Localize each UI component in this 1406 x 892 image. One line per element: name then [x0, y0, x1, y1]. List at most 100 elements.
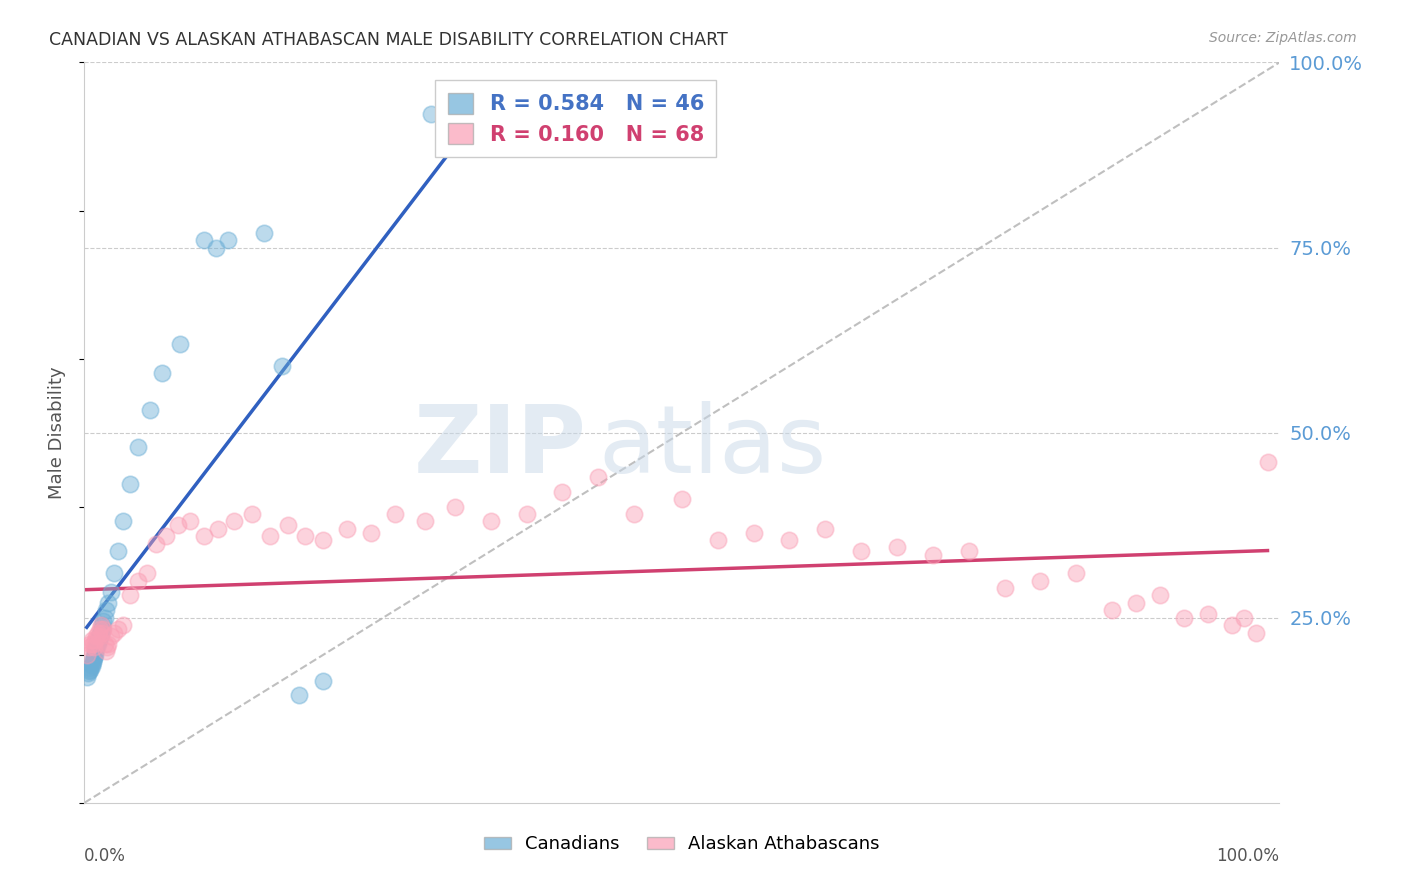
Point — [145, 536, 167, 550]
Point — [80, 632, 103, 647]
Point — [420, 107, 443, 121]
Point — [97, 596, 120, 610]
Point — [312, 673, 335, 688]
Point — [86, 629, 108, 643]
Point — [87, 632, 110, 646]
Point — [103, 625, 125, 640]
Point — [336, 522, 359, 536]
Point — [76, 648, 98, 662]
Point — [118, 477, 141, 491]
Point — [91, 622, 114, 636]
Point — [93, 610, 115, 624]
Point — [79, 661, 101, 675]
Point — [444, 500, 467, 514]
Point — [107, 622, 129, 636]
Point — [1101, 603, 1123, 617]
Point — [205, 240, 228, 255]
Point — [1233, 610, 1256, 624]
Point — [623, 507, 645, 521]
Point — [127, 574, 149, 588]
Point — [294, 529, 316, 543]
Point — [86, 640, 108, 655]
Point — [107, 544, 129, 558]
Point — [207, 522, 229, 536]
Point — [77, 664, 100, 678]
Point — [479, 515, 502, 529]
Point — [83, 651, 105, 665]
Point — [77, 666, 100, 681]
Point — [240, 507, 263, 521]
Point — [135, 566, 157, 581]
Point — [84, 644, 107, 658]
Point — [1220, 618, 1243, 632]
Point — [222, 515, 245, 529]
Point — [93, 615, 115, 629]
Point — [1149, 589, 1171, 603]
Point — [413, 515, 436, 529]
Point — [84, 632, 107, 647]
Point — [83, 640, 105, 655]
Point — [82, 637, 104, 651]
Point — [82, 655, 104, 669]
Point — [79, 637, 101, 651]
Point — [288, 689, 311, 703]
Text: 0.0%: 0.0% — [84, 847, 127, 865]
Text: Source: ZipAtlas.com: Source: ZipAtlas.com — [1209, 31, 1357, 45]
Point — [103, 566, 125, 581]
Point — [166, 518, 188, 533]
Point — [87, 629, 110, 643]
Point — [1257, 455, 1279, 469]
Point — [193, 529, 215, 543]
Point — [127, 441, 149, 455]
Point — [277, 518, 299, 533]
Point — [111, 515, 134, 529]
Point — [80, 658, 103, 673]
Point — [1029, 574, 1052, 588]
Point — [80, 657, 103, 671]
Point — [89, 622, 111, 636]
Point — [179, 515, 201, 529]
Point — [886, 541, 908, 555]
Point — [217, 233, 239, 247]
Point — [82, 653, 104, 667]
Point — [1066, 566, 1088, 581]
Point — [86, 637, 108, 651]
Point — [551, 484, 574, 499]
Point — [922, 548, 945, 562]
Point — [139, 403, 162, 417]
Point — [93, 622, 115, 636]
Point — [79, 663, 101, 677]
Point — [86, 634, 108, 648]
Point — [312, 533, 335, 547]
Point — [150, 367, 173, 381]
Point — [93, 637, 115, 651]
Point — [91, 625, 114, 640]
Point — [90, 625, 112, 640]
Point — [111, 618, 134, 632]
Point — [89, 627, 111, 641]
Point — [77, 640, 100, 655]
Point — [169, 336, 191, 351]
Text: CANADIAN VS ALASKAN ATHABASCAN MALE DISABILITY CORRELATION CHART: CANADIAN VS ALASKAN ATHABASCAN MALE DISA… — [49, 31, 728, 49]
Point — [90, 618, 112, 632]
Point — [671, 492, 693, 507]
Point — [516, 507, 538, 521]
Point — [96, 640, 118, 655]
Point — [94, 644, 117, 658]
Point — [94, 603, 117, 617]
Point — [707, 533, 730, 547]
Point — [87, 632, 110, 647]
Text: ZIP: ZIP — [413, 401, 586, 493]
Point — [100, 629, 122, 643]
Point — [1244, 625, 1267, 640]
Point — [384, 507, 406, 521]
Point — [86, 641, 108, 656]
Point — [253, 226, 276, 240]
Point — [84, 648, 107, 662]
Point — [259, 529, 281, 543]
Point — [1173, 610, 1195, 624]
Point — [779, 533, 801, 547]
Point — [588, 470, 610, 484]
Point — [1125, 596, 1147, 610]
Point — [89, 629, 111, 643]
